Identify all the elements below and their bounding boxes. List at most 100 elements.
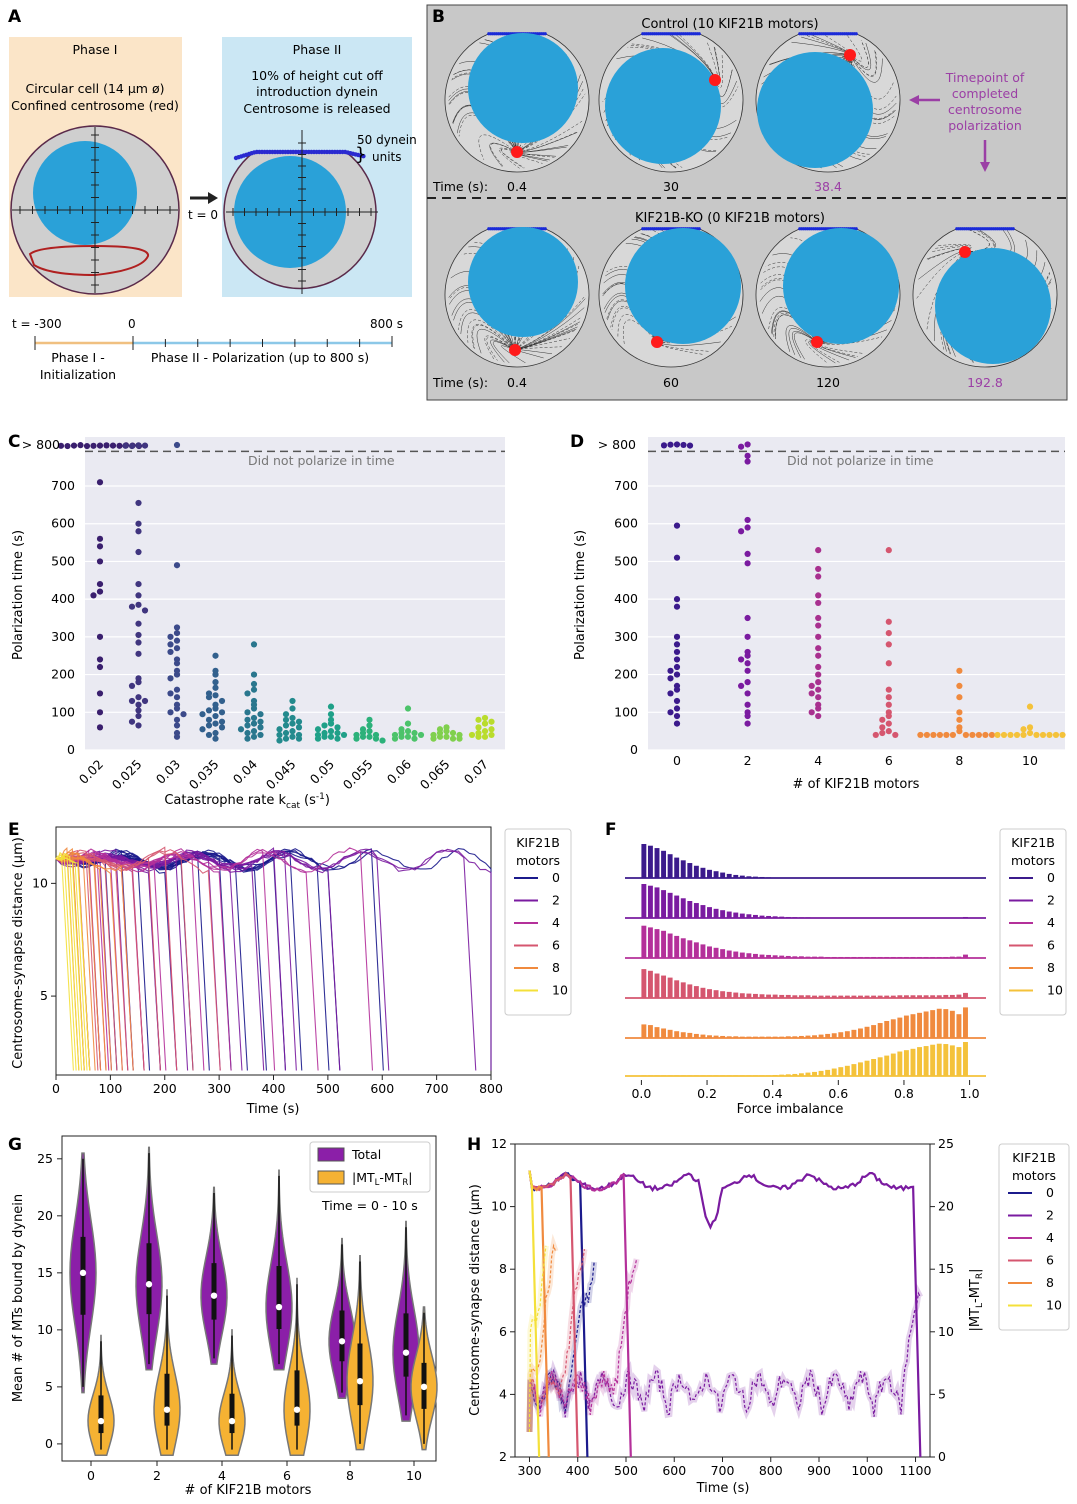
brace-icon: } xyxy=(355,144,366,165)
panel-c-threshold-label: Did not polarize in time xyxy=(248,453,395,468)
data-point xyxy=(687,442,693,448)
data-point xyxy=(917,732,923,738)
centrosome xyxy=(811,336,823,348)
data-point xyxy=(405,734,411,740)
xtick-label: 0.0 xyxy=(631,1086,651,1101)
panel-b: B Control (10 KIF21B motors) KIF21B-KO (… xyxy=(425,0,1077,405)
data-point xyxy=(443,734,449,740)
data-point xyxy=(674,523,680,529)
ytick-label: 12 xyxy=(491,1136,507,1151)
histogram-bar xyxy=(865,1027,870,1038)
dynein-unit xyxy=(698,227,701,230)
histogram-bar xyxy=(661,851,666,878)
histogram-bar xyxy=(694,903,699,918)
data-point xyxy=(328,704,334,710)
panel-h-ylabel-right: |MTL-MTR| xyxy=(968,1268,985,1331)
histogram-bar xyxy=(674,896,679,918)
xtick-label: 10 xyxy=(1022,753,1038,768)
data-point xyxy=(930,732,936,738)
arrow-label: t = 0 xyxy=(188,208,218,222)
histogram-bar xyxy=(720,991,725,998)
histogram-bar xyxy=(655,929,660,958)
data-point xyxy=(886,694,892,700)
data-point xyxy=(745,679,751,685)
histogram-bar xyxy=(943,1009,948,1038)
data-point xyxy=(809,683,815,689)
ytick-label: 5 xyxy=(45,1379,53,1394)
histogram-bar xyxy=(655,887,660,918)
data-point xyxy=(135,722,141,728)
histogram-bar xyxy=(943,1044,948,1076)
data-point xyxy=(450,730,456,736)
phase-arrow-head xyxy=(208,192,218,204)
histogram-bar xyxy=(956,1047,961,1076)
data-point xyxy=(97,581,103,587)
data-point xyxy=(97,536,103,542)
histogram-bar xyxy=(963,1042,968,1076)
data-point xyxy=(289,705,295,711)
histogram-bar xyxy=(707,989,712,998)
data-point xyxy=(212,721,218,727)
data-point xyxy=(943,732,949,738)
ko-title: KIF21B-KO (0 KIF21B motors) xyxy=(635,211,825,226)
data-point xyxy=(405,721,411,727)
histogram-bar xyxy=(668,934,673,958)
phase2-line3: Centrosome is released xyxy=(243,101,390,116)
data-point xyxy=(674,671,680,677)
histogram-bar xyxy=(727,992,732,998)
legend-label: 6 xyxy=(552,938,560,953)
histogram-bar xyxy=(884,1021,889,1038)
ytick-label: 400 xyxy=(614,591,638,606)
panel-f-legend-title-1: KIF21B xyxy=(1011,835,1055,850)
histogram-bar xyxy=(904,1050,909,1076)
data-point xyxy=(321,734,327,740)
data-point xyxy=(129,719,135,725)
histogram-bar xyxy=(911,1049,916,1076)
data-point xyxy=(212,713,218,719)
ytick-label: 0 xyxy=(67,742,75,757)
histogram-bar xyxy=(838,1067,843,1076)
violin-median xyxy=(146,1281,152,1287)
ytick-label: 200 xyxy=(51,667,75,682)
histogram-bar xyxy=(707,907,712,918)
histogram-bar xyxy=(641,926,646,958)
legend-label: 2 xyxy=(1047,893,1055,908)
data-point xyxy=(1027,730,1033,736)
data-point xyxy=(135,549,141,555)
histogram-bar xyxy=(930,1045,935,1076)
data-point xyxy=(373,736,379,742)
data-point xyxy=(809,690,815,696)
histogram-bar xyxy=(674,1031,679,1038)
histogram-bar xyxy=(720,910,725,918)
xtick-label: 8 xyxy=(955,753,963,768)
data-point xyxy=(956,728,962,734)
data-point xyxy=(745,560,751,566)
histogram-bar xyxy=(956,1014,961,1038)
panel-b-figure: B Control (10 KIF21B motors) KIF21B-KO (… xyxy=(425,0,1077,405)
data-point xyxy=(456,736,462,742)
data-point xyxy=(97,690,103,696)
data-point xyxy=(334,724,340,730)
ytick-label: 10 xyxy=(37,1322,53,1337)
data-point xyxy=(815,653,821,659)
dynein-unit xyxy=(698,32,701,35)
data-point xyxy=(745,634,751,640)
data-point xyxy=(135,528,141,534)
ko-time-1: 60 xyxy=(663,375,679,390)
data-point xyxy=(411,736,417,742)
ytick-label: 20 xyxy=(37,1208,53,1223)
data-point xyxy=(1014,732,1020,738)
xtick-label: 0.035 xyxy=(186,757,222,793)
panel-d-threshold-label: Did not polarize in time xyxy=(787,453,934,468)
data-point xyxy=(1027,724,1033,730)
xtick-label: 700 xyxy=(711,1463,735,1478)
data-point xyxy=(366,728,372,734)
legend-diff-5: | xyxy=(408,1170,412,1185)
data-point xyxy=(815,713,821,719)
data-point xyxy=(353,736,359,742)
histogram-bar xyxy=(674,980,679,998)
data-point xyxy=(276,726,282,732)
data-point xyxy=(667,675,673,681)
phase1-line1: Circular cell (14 µm ø) xyxy=(26,81,165,96)
data-point xyxy=(90,443,96,449)
